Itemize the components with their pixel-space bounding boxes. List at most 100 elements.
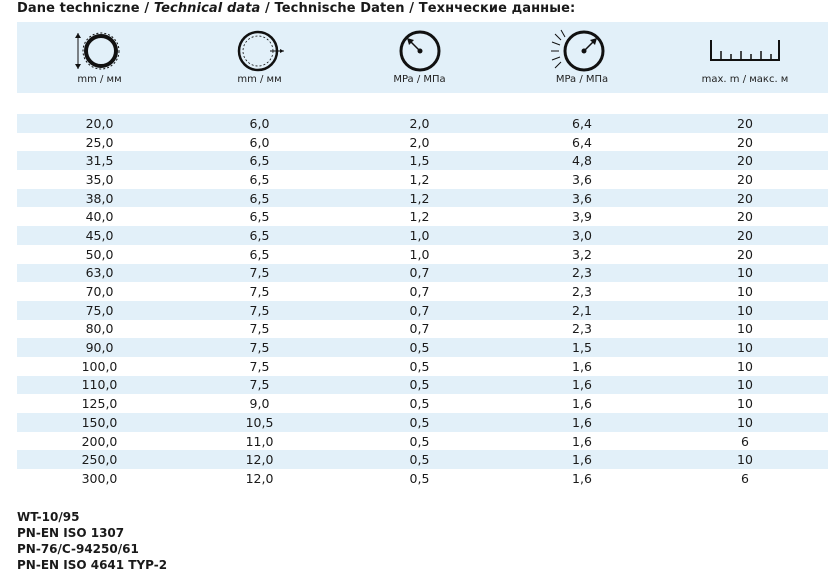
unit-wall-thickness: mm / мм [237, 74, 282, 85]
cell-working-pressure: 0,7 [409, 265, 430, 281]
cell-max-length: 10 [737, 396, 753, 412]
cell-burst-pressure: 2,3 [572, 265, 592, 281]
cell-inner-diameter: 300,0 [81, 470, 118, 486]
table-row: 125,0 9,0 0,5 1,6 10 [17, 394, 828, 413]
cell-wall-thickness: 7,5 [249, 358, 270, 374]
title-german-russian: / Technische Daten / Технческие данные: [260, 1, 576, 16]
cell-inner-diameter: 80,0 [85, 321, 114, 337]
cell-max-length: 20 [737, 153, 753, 169]
cell-burst-pressure: 1,6 [572, 470, 592, 486]
cell-wall-thickness: 7,5 [249, 265, 270, 281]
cell-burst-pressure: 2,3 [572, 321, 592, 337]
cell-burst-pressure: 3,9 [572, 209, 592, 225]
cell-max-length: 20 [737, 227, 753, 243]
header-working-pressure: MPa / МПа [337, 22, 502, 93]
cell-inner-diameter: 50,0 [85, 246, 114, 262]
cell-wall-thickness: 6,5 [249, 227, 270, 243]
cell-burst-pressure: 3,6 [572, 171, 592, 187]
cell-inner-diameter: 31,5 [85, 153, 114, 169]
table-row: 300,0 12,0 0,5 1,6 6 [17, 469, 828, 488]
cell-working-pressure: 0,7 [409, 284, 430, 300]
cell-wall-thickness: 6,0 [249, 115, 270, 131]
cell-max-length: 20 [737, 134, 753, 150]
wall-thickness-icon [237, 30, 284, 72]
cell-inner-diameter: 75,0 [85, 302, 114, 318]
unit-working-pressure: MPa / МПа [393, 74, 446, 85]
cell-inner-diameter: 100,0 [81, 358, 118, 374]
cell-working-pressure: 0,5 [409, 470, 430, 486]
cell-burst-pressure: 1,6 [572, 396, 592, 412]
cell-inner-diameter: 70,0 [85, 284, 114, 300]
table-row: 150,0 10,5 0,5 1,6 10 [17, 413, 828, 432]
cell-working-pressure: 0,5 [409, 452, 430, 468]
standard-item: PN-EN ISO 4641 TYP-2 [17, 558, 168, 572]
cell-wall-thickness: 7,5 [249, 377, 270, 393]
cell-working-pressure: 1,2 [409, 209, 430, 225]
inner-diameter-icon [74, 32, 119, 70]
cell-inner-diameter: 110,0 [81, 377, 118, 393]
cell-working-pressure: 0,5 [409, 433, 430, 449]
cell-inner-diameter: 250,0 [81, 452, 118, 468]
cell-max-length: 10 [737, 358, 753, 374]
table-row: 20,0 6,0 2,0 6,4 20 [17, 114, 828, 133]
cell-burst-pressure: 1,5 [572, 340, 592, 356]
cell-wall-thickness: 6,5 [249, 246, 270, 262]
cell-burst-pressure: 1,6 [572, 358, 592, 374]
cell-inner-diameter: 38,0 [85, 190, 114, 206]
cell-burst-pressure: 2,1 [572, 302, 592, 318]
cell-wall-thickness: 10,5 [245, 414, 274, 430]
cell-burst-pressure: 4,8 [572, 153, 592, 169]
cell-wall-thickness: 9,0 [249, 396, 270, 412]
cell-inner-diameter: 35,0 [85, 171, 114, 187]
table-row: 110,0 7,5 0,5 1,6 10 [17, 375, 828, 395]
cell-max-length: 20 [737, 171, 753, 187]
table-row: 31,5 6,5 1,5 4,8 20 [17, 151, 828, 171]
cell-inner-diameter: 200,0 [81, 433, 118, 449]
cell-inner-diameter: 45,0 [85, 227, 114, 243]
cell-wall-thickness: 6,5 [249, 171, 270, 187]
cell-working-pressure: 2,0 [409, 115, 430, 131]
cell-inner-diameter: 125,0 [81, 396, 118, 412]
cell-wall-thickness: 11,0 [245, 433, 274, 449]
cell-working-pressure: 0,5 [409, 340, 430, 356]
cell-inner-diameter: 63,0 [85, 265, 114, 281]
cell-inner-diameter: 20,0 [85, 115, 114, 131]
standard-item: PN-76/C-94250/61 [17, 542, 139, 556]
cell-burst-pressure: 1,6 [572, 414, 592, 430]
table-row: 63,0 7,5 0,7 2,3 10 [17, 263, 828, 283]
burst-pressure-gauge-icon [551, 29, 605, 72]
table-row: 70,0 7,5 0,7 2,3 10 [17, 282, 828, 301]
table-row: 50,0 6,5 1,0 3,2 20 [17, 245, 828, 264]
cell-max-length: 10 [737, 265, 753, 281]
cell-wall-thickness: 12,0 [245, 470, 274, 486]
cell-burst-pressure: 2,3 [572, 284, 592, 300]
cell-working-pressure: 0,7 [409, 302, 430, 318]
cell-burst-pressure: 3,6 [572, 190, 592, 206]
cell-burst-pressure: 1,6 [572, 452, 592, 468]
cell-burst-pressure: 1,6 [572, 377, 592, 393]
cell-wall-thickness: 7,5 [249, 302, 270, 318]
header-wall-thickness: mm / мм [182, 22, 337, 93]
cell-inner-diameter: 90,0 [85, 340, 114, 356]
table-header: mm / мм mm / мм MPa / МПа MPa / МПа [17, 22, 828, 93]
title-polish: Dane techniczne / [17, 1, 154, 16]
unit-inner-diameter: mm / мм [77, 74, 122, 85]
table-row: 200,0 11,0 0,5 1,6 6 [17, 432, 828, 451]
unit-burst-pressure: MPa / МПа [555, 74, 609, 85]
table-row: 75,0 7,5 0,7 2,1 10 [17, 300, 828, 320]
cell-max-length: 10 [737, 284, 753, 300]
cell-working-pressure: 1,5 [409, 153, 430, 169]
cell-wall-thickness: 12,0 [245, 452, 274, 468]
header-max-length: max. m / макс. м [662, 22, 828, 93]
cell-max-length: 20 [737, 246, 753, 262]
cell-working-pressure: 1,2 [409, 190, 430, 206]
cell-max-length: 10 [737, 321, 753, 337]
standards-list: WT-10/95 PN-EN ISO 1307 PN-76/C-94250/61… [17, 509, 167, 573]
cell-max-length: 6 [741, 433, 749, 449]
cell-burst-pressure: 6,4 [572, 134, 592, 150]
table-row: 80,0 7,5 0,7 2,3 10 [17, 320, 828, 339]
cell-burst-pressure: 6,4 [572, 115, 592, 131]
cell-burst-pressure: 3,0 [572, 227, 592, 243]
cell-wall-thickness: 6,5 [249, 209, 270, 225]
table-row: 45,0 6,5 1,0 3,0 20 [17, 226, 828, 245]
